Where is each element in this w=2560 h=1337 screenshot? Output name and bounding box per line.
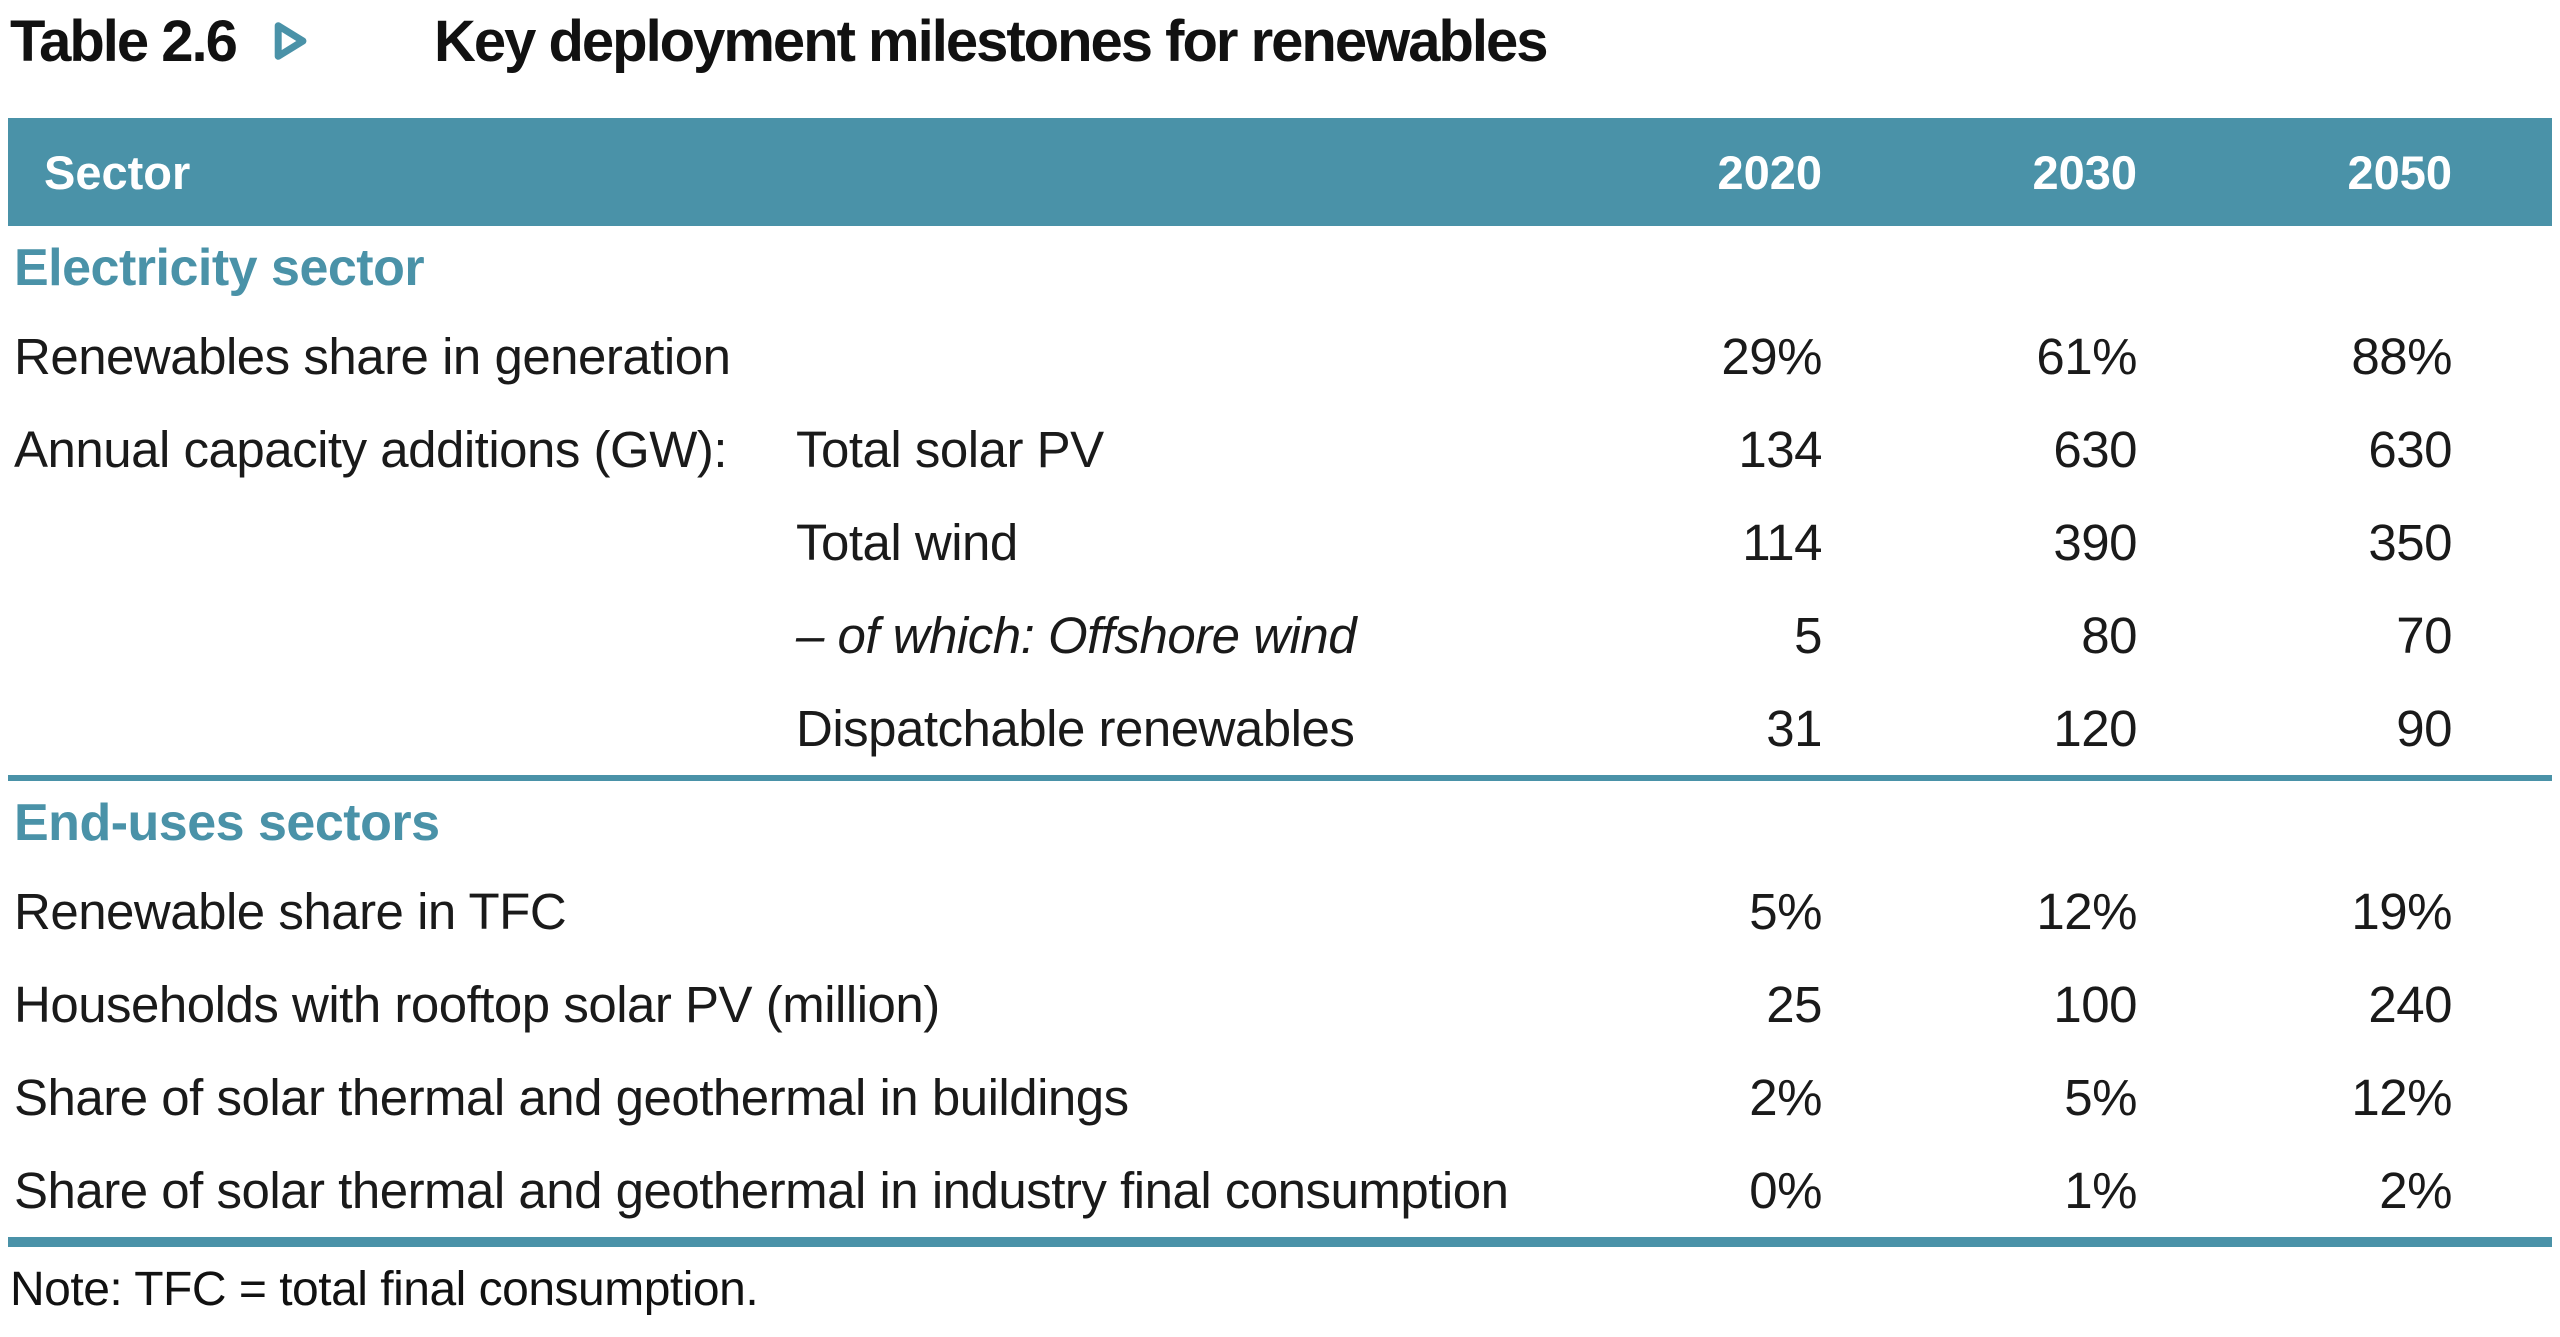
value-2020: 5% [1749, 883, 1822, 940]
row-label: Share of solar thermal and geothermal in… [14, 1069, 1129, 1126]
value-2050: 90 [2396, 700, 2452, 757]
table-row: Total wind 114 390 350 [8, 496, 2552, 589]
table-title: Key deployment milestones for renewables [433, 8, 1549, 74]
value-2050: 12% [2351, 1069, 2452, 1126]
value-2050: 19% [2351, 883, 2452, 940]
value-2020: 5 [1794, 607, 1822, 664]
value-2020: 31 [1766, 700, 1822, 757]
row-sublabel: Total wind [796, 514, 1018, 571]
row-label: Renewables share in generation [14, 328, 731, 385]
row-sublabel: Dispatchable renewables [796, 700, 1355, 757]
value-2050: 350 [2368, 514, 2452, 571]
row-label: Annual capacity additions (GW): [14, 421, 728, 478]
row-label: Share of solar thermal and geothermal in… [14, 1162, 1509, 1219]
table-number-label: Table 2.6 [10, 8, 238, 74]
value-2020: 0% [1749, 1162, 1822, 1219]
value-2020: 134 [1738, 421, 1822, 478]
row-label: Renewable share in TFC [14, 883, 567, 940]
table-row: Renewable share in TFC 5% 12% 19% [8, 865, 2552, 958]
value-2050: 2% [2379, 1162, 2452, 1219]
table-row: Share of solar thermal and geothermal in… [8, 1051, 2552, 1144]
header-sector: Sector [44, 145, 191, 199]
milestones-table: Sector 2020 2030 2050 Electricity sector… [8, 118, 2552, 1247]
value-2030: 630 [2053, 421, 2137, 478]
table-row: Dispatchable renewables 31 120 90 [8, 682, 2552, 775]
section-heading-end-uses: End-uses sectors [14, 794, 440, 852]
table-header-row: Sector 2020 2030 2050 [8, 118, 2552, 226]
value-2030: 100 [2053, 976, 2137, 1033]
value-2020: 29% [1721, 328, 1822, 385]
value-2030: 80 [2081, 607, 2137, 664]
table-row: Renewables share in generation 29% 61% 8… [8, 310, 2552, 403]
header-year-2030: 2030 [2032, 145, 2137, 199]
value-2020: 2% [1749, 1069, 1822, 1126]
table-row: – of which: Offshore wind 5 80 70 [8, 589, 2552, 682]
row-sublabel: Total solar PV [796, 421, 1104, 478]
value-2030: 1% [2064, 1162, 2137, 1219]
value-2020: 25 [1766, 976, 1822, 1033]
header-year-2050: 2050 [2347, 145, 2452, 199]
value-2050: 70 [2396, 607, 2452, 664]
table-bottom-rule [8, 1237, 2552, 1247]
value-2030: 5% [2064, 1069, 2137, 1126]
value-2050: 88% [2351, 328, 2452, 385]
table-row: Annual capacity additions (GW): Total so… [8, 403, 2552, 496]
section-divider-rule [8, 775, 2552, 781]
value-2050: 240 [2368, 976, 2452, 1033]
table-row: Households with rooftop solar PV (millio… [8, 958, 2552, 1051]
row-label: Households with rooftop solar PV (millio… [14, 976, 940, 1033]
value-2050: 630 [2368, 421, 2452, 478]
table-pointer-icon [274, 22, 307, 60]
table-note: Note: TFC = total final consumption. [10, 1263, 759, 1316]
value-2030: 61% [2036, 328, 2137, 385]
header-year-2020: 2020 [1717, 145, 1822, 199]
table-title-row: Table 2.6 Key deployment milestones for … [10, 2, 1549, 80]
table-row: Share of solar thermal and geothermal in… [8, 1144, 2552, 1237]
value-2030: 12% [2036, 883, 2137, 940]
value-2030: 390 [2053, 514, 2137, 571]
value-2020: 114 [1742, 514, 1822, 571]
row-sublabel: – of which: Offshore wind [796, 607, 1357, 664]
section-heading-electricity: Electricity sector [14, 239, 425, 297]
value-2030: 120 [2053, 700, 2137, 757]
